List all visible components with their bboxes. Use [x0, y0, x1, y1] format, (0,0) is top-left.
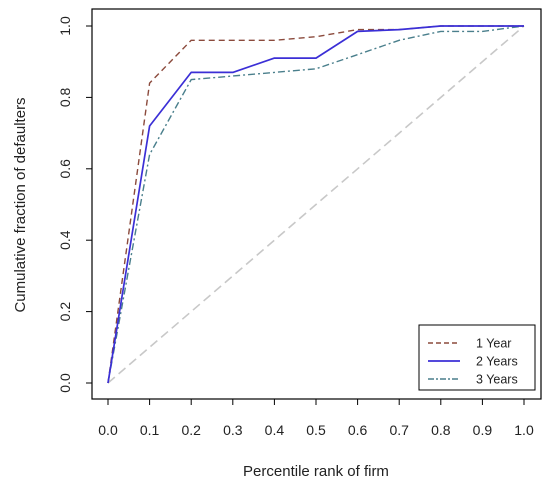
reference-diagonal-line	[107, 25, 525, 384]
x-tick-label: 0.5	[306, 422, 326, 438]
series-line-2-years	[107, 25, 524, 384]
x-axis-label: Percentile rank of firm	[243, 463, 389, 480]
x-tick-label: 0.6	[348, 422, 368, 438]
legend-label: 1 Year	[476, 337, 511, 351]
y-tick-label: 0.2	[57, 302, 73, 322]
y-tick-label: 0.0	[57, 373, 73, 393]
legend: 1 Year 2 Years 3 Years	[418, 324, 536, 391]
series-line-1-year	[107, 25, 524, 384]
y-tick-label: 1.0	[57, 16, 73, 36]
y-axis: 0.0 0.2 0.4 0.6 0.8 1.0	[57, 16, 92, 393]
x-tick-label: 0.7	[389, 422, 409, 438]
x-tick-label: 0.9	[473, 422, 493, 438]
legend-label: 2 Years	[476, 355, 518, 369]
x-tick-label: 0.2	[181, 422, 201, 438]
legend-box	[418, 324, 536, 391]
x-tick-label: 0.4	[265, 422, 285, 438]
x-tick-label: 0.8	[431, 422, 451, 438]
series-layer	[107, 25, 525, 384]
x-axis: 0.0 0.1 0.2 0.3 0.4 0.5 0.6 0.7 0.8 0.9 1.0	[98, 399, 534, 438]
y-axis-label: Cumulative fraction of defaulters	[12, 97, 29, 312]
y-tick-label: 0.4	[57, 230, 73, 250]
x-tick-label: 0.0	[98, 422, 118, 438]
y-tick-label: 0.6	[57, 159, 73, 179]
x-tick-label: 0.1	[140, 422, 160, 438]
legend-label: 3 Years	[476, 373, 518, 387]
x-tick-label: 1.0	[514, 422, 534, 438]
x-tick-label: 0.3	[223, 422, 243, 438]
reference-line-layer	[107, 25, 525, 384]
series-line-3-years	[107, 25, 525, 384]
y-tick-label: 0.8	[57, 87, 73, 107]
